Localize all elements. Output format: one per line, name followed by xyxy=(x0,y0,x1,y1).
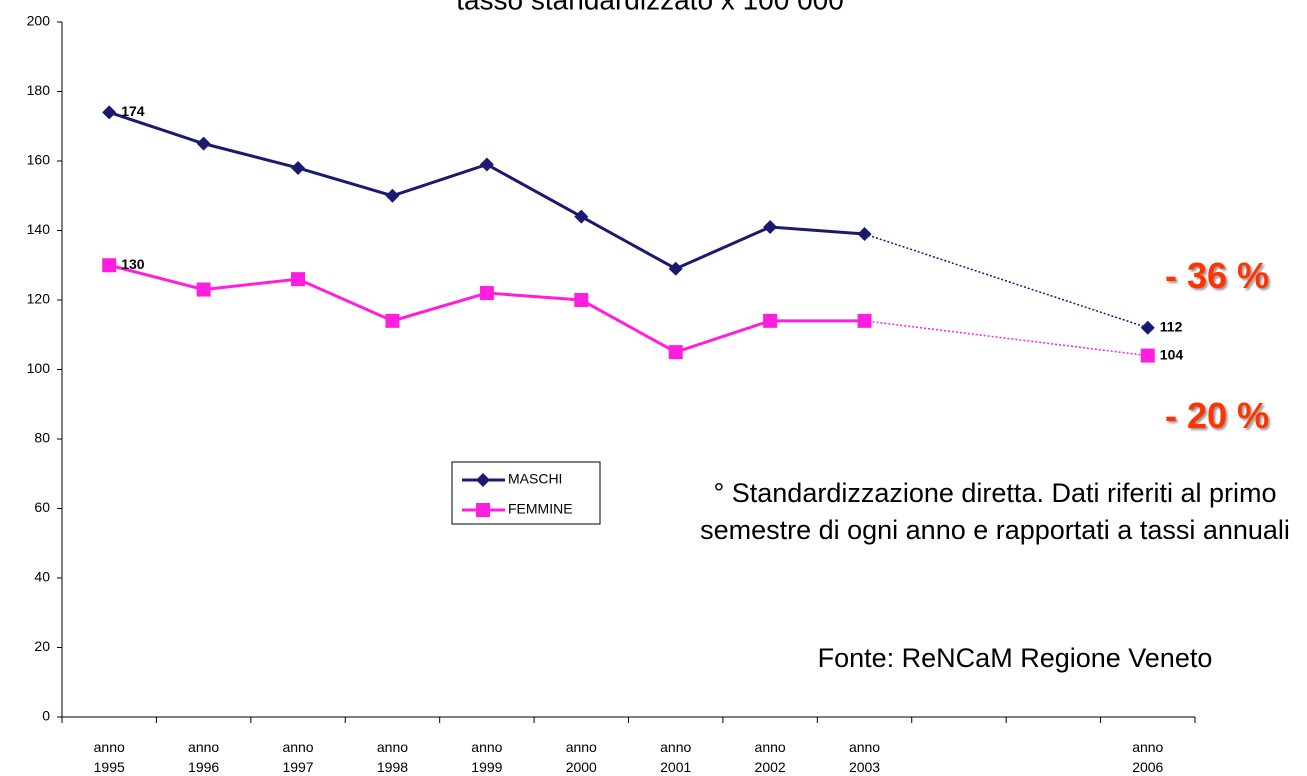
y-tick-label: 140 xyxy=(27,221,51,237)
data-label: 130 xyxy=(121,256,145,272)
x-tick-label: anno 1999 xyxy=(471,739,503,775)
x-tick-label: anno 2000 xyxy=(565,739,597,775)
marker xyxy=(574,293,589,307)
marker xyxy=(857,226,872,241)
marker xyxy=(1140,320,1155,335)
marker xyxy=(479,157,494,172)
y-tick-label: 20 xyxy=(34,638,50,654)
legend-box xyxy=(451,461,601,525)
y-tick-label: 180 xyxy=(27,82,51,98)
data-label: 112 xyxy=(1160,319,1183,335)
trend-connector xyxy=(864,320,1148,357)
line xyxy=(108,110,865,271)
y-tick-label: 0 xyxy=(42,708,50,724)
annotation: ° Standardizzazione diretta. Dati riferi… xyxy=(700,478,1290,545)
x-tick-label: anno 2006 xyxy=(1132,739,1164,775)
x-tick-label: anno 1996 xyxy=(188,739,220,775)
marker xyxy=(763,220,778,235)
marker xyxy=(668,261,683,276)
marker xyxy=(857,313,872,328)
trend-connector xyxy=(864,233,1149,329)
y-tick-label: 160 xyxy=(27,152,51,168)
y-tick-label: 100 xyxy=(27,360,51,376)
data-label: 104 xyxy=(1160,346,1184,362)
x-tick-label: anno 1997 xyxy=(282,739,314,775)
marker xyxy=(476,473,490,487)
marker xyxy=(763,313,778,328)
y-tick-label: 80 xyxy=(34,430,50,446)
y-tick-label: 200 xyxy=(27,13,51,29)
legend-label: MASCHI xyxy=(508,471,562,487)
marker xyxy=(196,282,211,297)
x-tick-label: anno 1995 xyxy=(93,739,125,775)
marker xyxy=(574,209,589,224)
marker xyxy=(479,286,494,301)
y-tick-label: 60 xyxy=(34,499,50,515)
y-tick-label: 120 xyxy=(27,291,51,307)
x-tick-label: anno 2001 xyxy=(660,739,692,775)
marker xyxy=(102,258,117,273)
marker xyxy=(476,503,490,517)
marker xyxy=(385,313,400,328)
line xyxy=(108,263,865,354)
chart-title: tasso standardizzato x 100 000 xyxy=(456,0,844,15)
x-tick-label: anno 1998 xyxy=(376,739,409,775)
annotation: Fonte: ReNCaM Regione Veneto xyxy=(817,643,1213,673)
marker xyxy=(291,272,306,287)
annotation: - 20 % xyxy=(1165,395,1270,436)
marker xyxy=(102,105,117,120)
marker xyxy=(196,136,211,151)
marker xyxy=(291,160,306,175)
y-tick-label: 40 xyxy=(34,569,50,585)
x-tick-label: anno 2002 xyxy=(754,739,786,775)
data-label: 174 xyxy=(121,103,145,119)
annotation: - 36 % xyxy=(1165,255,1270,296)
legend-label: FEMMINE xyxy=(508,501,573,517)
x-tick-label: anno 2003 xyxy=(848,739,881,775)
marker xyxy=(668,345,683,360)
marker xyxy=(1140,348,1155,363)
marker xyxy=(385,188,400,203)
